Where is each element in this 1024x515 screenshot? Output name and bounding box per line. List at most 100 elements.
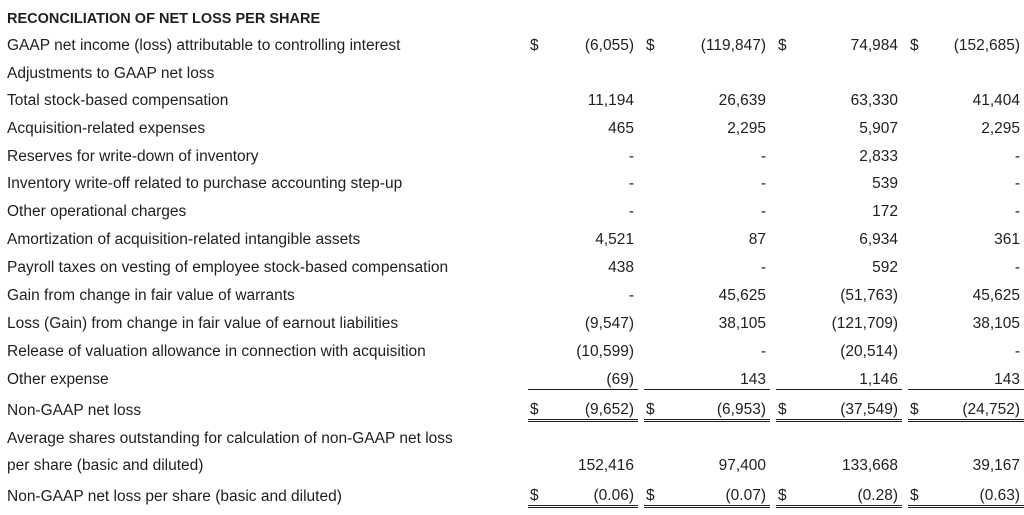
value-cell: 4,521 <box>595 231 634 248</box>
row-label: GAAP net income (loss) attributable to c… <box>7 37 401 54</box>
value-cell: 45,625 <box>972 287 1021 304</box>
row-label: Other operational charges <box>7 203 187 220</box>
row-label: Total stock-based compensation <box>7 92 229 109</box>
value-cell: 361 <box>994 231 1021 248</box>
value-cell: 2,295 <box>727 120 766 137</box>
value-cell: (0.63) <box>930 475 1024 508</box>
row-label: Non-GAAP net loss per share (basic and d… <box>7 488 342 505</box>
row-label: Acquisition-related expenses <box>7 120 206 137</box>
value-cell: - <box>628 175 634 192</box>
value-cell: 63,330 <box>850 92 898 109</box>
table-title-row: RECONCILIATION OF NET LOSS PER SHARE <box>0 0 1024 28</box>
value-cell: - <box>1014 148 1021 165</box>
value-cell: (37,549) <box>798 389 902 422</box>
table-row: Loss (Gain) from change in fair value of… <box>0 305 1024 333</box>
value-cell: - <box>628 203 634 220</box>
value-cell: 38,105 <box>972 315 1021 332</box>
row-label: Reserves for write-down of inventory <box>7 148 259 165</box>
currency-symbol: $ <box>528 389 550 422</box>
value-cell: 87 <box>748 231 766 248</box>
table-row: GAAP net income (loss) attributable to c… <box>0 28 1024 55</box>
value-cell: (0.06) <box>550 475 638 508</box>
value-cell: (0.28) <box>798 475 902 508</box>
value-cell: (0.07) <box>666 475 770 508</box>
table-row: per share (basic and diluted) 152,416 97… <box>0 448 1024 475</box>
currency-symbol: $ <box>646 37 655 54</box>
value-cell: - <box>1014 343 1021 360</box>
value-cell: - <box>760 343 766 360</box>
row-label: Amortization of acquisition-related inta… <box>7 231 361 248</box>
value-cell: 2,833 <box>859 148 898 165</box>
row-label-line1: Average shares outstanding for calculati… <box>7 430 453 447</box>
value-cell: 45,625 <box>718 287 766 304</box>
value-cell: - <box>1014 203 1021 220</box>
table-row: Acquisition-related expenses 465 2,295 5… <box>0 110 1024 138</box>
value-cell: - <box>1014 259 1021 276</box>
table-row: Amortization of acquisition-related inta… <box>0 221 1024 249</box>
value-cell: 11,194 <box>587 92 634 109</box>
value-cell: - <box>760 259 766 276</box>
table-row: Average shares outstanding for calculati… <box>0 420 1024 448</box>
row-label: Gain from change in fair value of warran… <box>7 287 295 304</box>
value-cell: 143 <box>666 361 770 390</box>
value-cell: - <box>1014 175 1021 192</box>
currency-symbol: $ <box>776 475 798 508</box>
value-cell: - <box>760 203 766 220</box>
table-title: RECONCILIATION OF NET LOSS PER SHARE <box>7 11 321 27</box>
table-row: Other operational charges - - 172 - <box>0 193 1024 221</box>
value-cell: (10,599) <box>576 343 634 360</box>
value-cell: - <box>760 148 766 165</box>
value-cell: 38,105 <box>718 315 766 332</box>
value-cell: (24,752) <box>930 389 1024 422</box>
value-cell: 133,668 <box>841 457 898 474</box>
table-row: Reserves for write-down of inventory - -… <box>0 138 1024 166</box>
table-row-total: Non-GAAP net loss $ (9,652) $ (6,953) $ … <box>0 389 1024 422</box>
value-cell: (6,953) <box>666 389 770 422</box>
value-cell: (20,514) <box>840 343 898 360</box>
value-cell: - <box>628 287 634 304</box>
value-cell: 97,400 <box>718 457 766 474</box>
value-cell: (9,652) <box>550 389 638 422</box>
value-cell: 74,984 <box>850 37 898 54</box>
currency-symbol: $ <box>908 475 930 508</box>
value-cell: (51,763) <box>840 287 898 304</box>
currency-symbol: $ <box>528 475 550 508</box>
table-row: Adjustments to GAAP net loss <box>0 55 1024 83</box>
table-row: Inventory write-off related to purchase … <box>0 166 1024 193</box>
currency-symbol: $ <box>776 389 798 422</box>
value-cell: 6,934 <box>859 231 898 248</box>
currency-symbol: $ <box>530 37 539 54</box>
value-cell: (9,547) <box>584 315 634 332</box>
row-label: Loss (Gain) from change in fair value of… <box>7 315 399 332</box>
value-cell: - <box>628 148 634 165</box>
section-label: Adjustments to GAAP net loss <box>7 65 215 82</box>
table-row: Other expense (69) 143 1,146 143 <box>0 361 1024 390</box>
value-cell: 26,639 <box>718 92 766 109</box>
row-label: Payroll taxes on vesting of employee sto… <box>7 259 449 276</box>
currency-symbol: $ <box>644 475 666 508</box>
currency-symbol: $ <box>910 37 919 54</box>
value-cell: 465 <box>608 120 634 137</box>
value-cell: 152,416 <box>577 457 634 474</box>
value-cell: 41,404 <box>972 92 1021 109</box>
table-row: Payroll taxes on vesting of employee sto… <box>0 249 1024 277</box>
value-cell: 1,146 <box>798 361 902 390</box>
row-label: Release of valuation allowance in connec… <box>7 343 426 360</box>
value-cell: 539 <box>872 175 898 192</box>
table-row: Gain from change in fair value of warran… <box>0 277 1024 305</box>
value-cell: 438 <box>608 259 634 276</box>
table-row-total: Non-GAAP net loss per share (basic and d… <box>0 475 1024 508</box>
value-cell: (152,685) <box>953 37 1021 54</box>
currency-symbol: $ <box>778 37 787 54</box>
row-label: Non-GAAP net loss <box>7 402 142 419</box>
table-row: Total stock-based compensation 11,194 26… <box>0 83 1024 110</box>
value-cell: 39,167 <box>972 457 1021 474</box>
currency-symbol: $ <box>644 389 666 422</box>
value-cell: (121,709) <box>831 315 898 332</box>
value-cell: 5,907 <box>859 120 898 137</box>
value-cell: (69) <box>550 361 638 390</box>
value-cell: (119,847) <box>700 37 766 54</box>
value-cell: 143 <box>930 361 1024 390</box>
